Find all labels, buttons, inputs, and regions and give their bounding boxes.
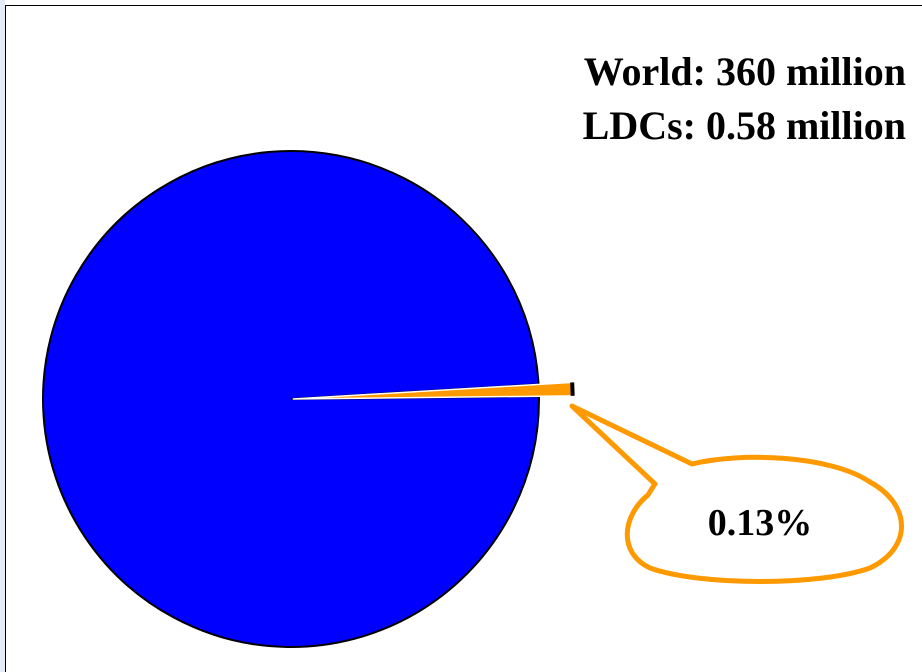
callout-bubble bbox=[569, 403, 904, 584]
ldc-total-label: LDCs: 0.58 million bbox=[582, 103, 906, 148]
callout-percent-label: 0.13% bbox=[708, 502, 813, 544]
pie-slice-rest-of-world bbox=[42, 150, 540, 649]
pie-group bbox=[42, 150, 575, 649]
callout-group: 0.13% bbox=[569, 403, 904, 584]
left-decorative-bar bbox=[0, 0, 5, 672]
world-total-label: World: 360 million bbox=[583, 49, 906, 94]
